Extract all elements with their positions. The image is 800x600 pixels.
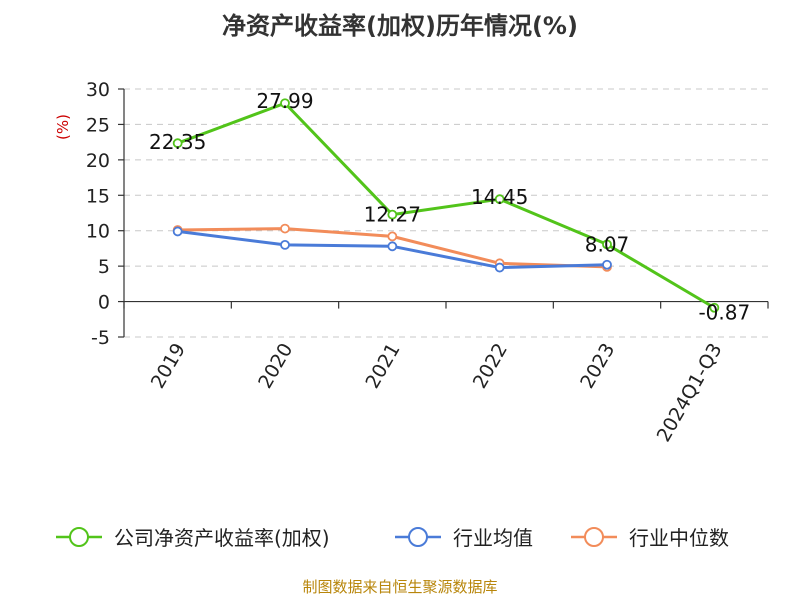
data-point <box>602 259 612 270</box>
series-line <box>177 101 716 310</box>
y-ticks: -5 0 5 10 15 20 25 30 <box>86 79 110 349</box>
y-tick-label: 10 <box>86 221 110 243</box>
data-point <box>709 302 720 313</box>
data-point <box>280 223 290 234</box>
legend-label: 行业均值 <box>453 526 533 550</box>
data-point <box>172 226 183 237</box>
x-tick-label: 2022 <box>469 339 512 392</box>
y-tick-label: 0 <box>98 292 110 314</box>
y-tick-label: -5 <box>91 327 110 349</box>
x-tick-label: 2020 <box>254 340 297 393</box>
legend-label: 行业中位数 <box>629 526 729 550</box>
x-tick-label: 2021 <box>361 340 404 393</box>
data-point <box>602 239 612 250</box>
data-point <box>280 239 290 250</box>
data-point <box>387 231 398 242</box>
data-point <box>494 194 505 205</box>
series-layer <box>172 98 720 313</box>
y-tick-label: 15 <box>86 185 110 207</box>
source-note: 制图数据来自恒生聚源数据库 <box>302 578 497 596</box>
y-tick-label: 25 <box>86 114 110 136</box>
data-label: 14.45 <box>471 185 528 209</box>
legend: 公司净资产收益率(加权) 行业均值 行业中位数 <box>56 526 729 550</box>
y-axis-label: (%) <box>54 114 72 140</box>
data-label: 12.27 <box>364 203 421 227</box>
data-point <box>280 98 290 109</box>
gridlines <box>124 88 768 338</box>
chart-title: 净资产收益率(加权)历年情况(%) <box>222 12 578 40</box>
x-tick-label: 2019 <box>147 340 190 393</box>
data-point <box>387 209 398 220</box>
legend-label: 公司净资产收益率(加权) <box>114 526 330 550</box>
x-tick-label: 2023 <box>576 340 619 393</box>
axes <box>118 88 769 338</box>
data-label: 22.35 <box>149 130 206 154</box>
x-tick-label: 2024Q1-Q3 <box>653 340 727 446</box>
data-label: 8.07 <box>585 232 630 256</box>
y-tick-label: 20 <box>86 150 110 172</box>
y-tick-label: 30 <box>86 79 110 101</box>
data-point <box>172 138 183 149</box>
legend-marker <box>584 527 604 547</box>
data-point <box>387 241 398 252</box>
data-label: 27.99 <box>256 89 313 113</box>
legend-marker <box>69 527 89 547</box>
data-label: -0.87 <box>698 301 750 325</box>
y-tick-label: 5 <box>98 256 110 278</box>
legend-marker <box>408 527 428 547</box>
data-labels: 22.35 27.99 12.27 14.45 8.07 -0.87 <box>149 89 750 324</box>
data-point <box>494 262 505 273</box>
x-ticks: 2019 2020 2021 2022 2023 2024Q1-Q3 <box>147 339 727 445</box>
